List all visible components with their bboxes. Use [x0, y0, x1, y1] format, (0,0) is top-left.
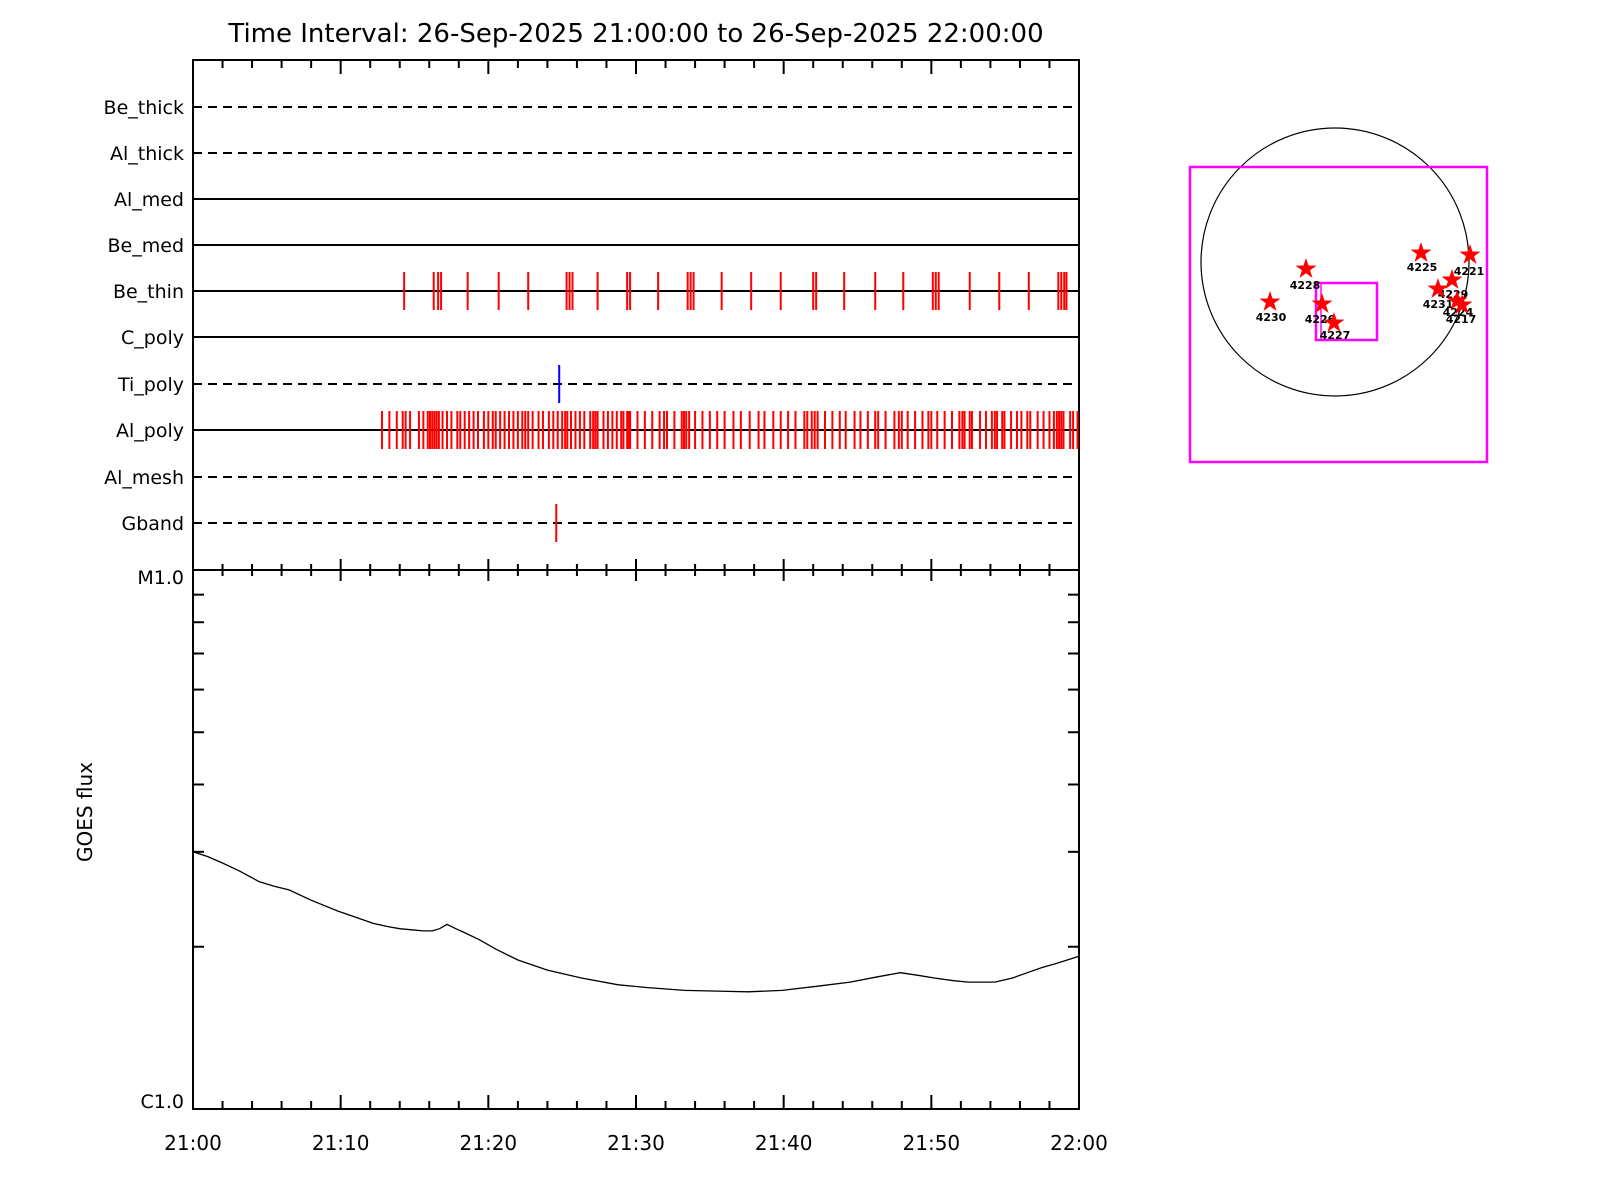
filter-row-Al_mesh: Al_mesh	[104, 467, 1079, 489]
filter-row-label: Al_mesh	[104, 467, 184, 489]
active-region-4231: 4231	[1423, 278, 1454, 311]
filter-row-Al_thick: Al_thick	[110, 143, 1079, 165]
active-region-4225: 4225	[1407, 242, 1438, 274]
active-region-4217: 4217	[1446, 294, 1477, 326]
active-region-4228: 4228	[1290, 258, 1321, 292]
goes-axis-ticks	[192, 569, 1080, 1108]
active-region-star-icon	[1446, 290, 1468, 310]
time-tick-label: 21:00	[164, 1131, 222, 1155]
time-axis-tick-labels: 21:00 21:10 21:20 21:30 21:40 21:50 22:00	[164, 1131, 1108, 1155]
goes-panel-border	[192, 569, 1080, 1110]
filter-row-Be_med: Be_med	[108, 235, 1079, 257]
filter-row-label: Ti_poly	[117, 374, 184, 396]
filter-row-Be_thin: Be_thin	[113, 272, 1079, 310]
active-region-star-icon	[1451, 294, 1473, 314]
filter-row-label: Be_med	[108, 235, 184, 257]
filter-row-label: C_poly	[121, 327, 184, 349]
active-region-label: 4225	[1407, 261, 1438, 274]
filter-row-label: Be_thick	[104, 97, 184, 119]
active-region-label: 4221	[1454, 265, 1485, 278]
active-region-label: 4230	[1256, 311, 1287, 324]
time-tick-label: 21:30	[607, 1131, 665, 1155]
active-region-4230: 4230	[1256, 291, 1287, 324]
goes-ylabel: GOES flux	[73, 762, 97, 862]
figure-title: Time Interval: 26-Sep-2025 21:00:00 to 2…	[227, 19, 1043, 49]
filter-row-label: Be_thin	[113, 281, 184, 303]
fov-box	[1320, 282, 1378, 341]
solar-disk-circle	[1200, 127, 1470, 397]
time-tick-label: 21:50	[903, 1131, 961, 1155]
filter-row-Gband: Gband	[121, 504, 1079, 542]
filter-rows: Be_thick Al_thick Al_med Be_med Be_thin C_pol…	[104, 97, 1079, 542]
active-region-star-icon	[1441, 269, 1463, 289]
active-region-star-icon	[1295, 258, 1317, 278]
active-region-star-icon	[1427, 278, 1449, 298]
active-region-star-icon	[1410, 242, 1432, 262]
active-region-star-icon	[1311, 293, 1333, 313]
filter-panel-border	[192, 59, 1080, 571]
time-tick-label: 21:20	[460, 1131, 518, 1155]
active-region-label: 4227	[1320, 329, 1351, 342]
active-region-star-icon	[1323, 312, 1345, 332]
filter-row-label: Al_med	[114, 189, 184, 211]
filter-row-Al_med: Al_med	[114, 189, 1079, 211]
time-tick-label: 21:10	[312, 1131, 370, 1155]
active-region-4227: 4227	[1320, 312, 1351, 342]
filter-row-C_poly: C_poly	[121, 327, 1079, 349]
goes-ytop-label: M1.0	[137, 567, 184, 589]
active-region-4221: 4221	[1454, 244, 1485, 278]
filter-row-Ti_poly: Ti_poly	[117, 365, 1079, 403]
filter-row-label: Al_thick	[110, 143, 184, 165]
filter-axis-ticks	[192, 61, 1080, 581]
filter-row-Be_thick: Be_thick	[104, 97, 1079, 119]
goes-flux-panel: M1.0 C1.0 GOES flux 21:00 21:10 21:20 21:30…	[73, 567, 1108, 1155]
active-region-label: 4228	[1290, 279, 1321, 292]
filter-timeline-panel: Be_thick Al_thick Al_med Be_med Be_thin C_pol…	[104, 59, 1080, 581]
fov-box	[1188, 165, 1489, 464]
active-region-label: 4231	[1423, 298, 1454, 311]
active-region-star-icon	[1259, 291, 1281, 311]
filter-row-label: Al_poly	[116, 420, 184, 442]
active-region-label: 4217	[1446, 313, 1477, 326]
active-region-star-icon	[1459, 244, 1481, 264]
goes-flux-curve	[192, 851, 1080, 993]
time-tick-label: 21:40	[755, 1131, 813, 1155]
filter-row-label: Gband	[121, 513, 184, 535]
filter-row-Al_poly: Al_poly	[116, 411, 1079, 449]
goes-ybottom-label: C1.0	[141, 1091, 184, 1113]
time-tick-label: 22:00	[1050, 1131, 1108, 1155]
